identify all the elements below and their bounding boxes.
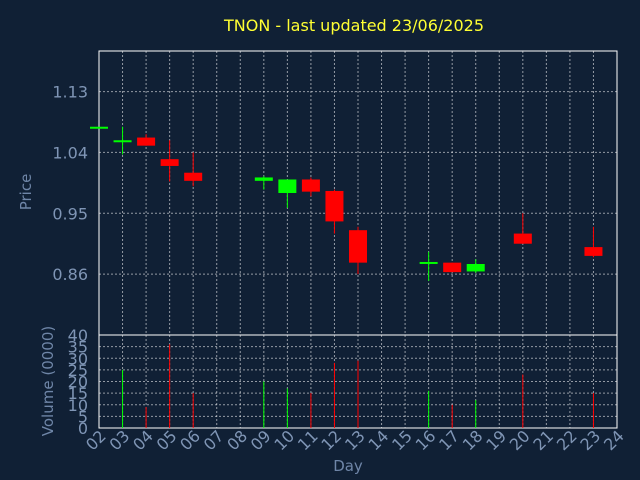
x-axis-label: Day	[333, 457, 363, 475]
price-axis: 0.86 0.95 1.04 1.13	[52, 83, 88, 285]
volume-tick-label: 40	[68, 326, 88, 345]
candle-body-02	[90, 126, 108, 129]
candle-body-04	[137, 137, 156, 146]
price-tick-label: 1.13	[52, 83, 88, 102]
candle-body-05	[160, 159, 179, 166]
chart-title: TNON - last updated 23/06/2025	[223, 16, 484, 35]
price-tick-label: 0.95	[52, 204, 88, 223]
volume-bars	[122, 344, 594, 428]
volume-axis-label: Volume (0000)	[39, 326, 57, 436]
volume-tick-label: 0	[78, 419, 88, 438]
volume-tick-label: 35	[68, 338, 88, 357]
volume-tick-label: 25	[68, 361, 88, 380]
price-tick-label: 0.86	[52, 265, 88, 284]
x-tick-label: 24	[600, 426, 628, 454]
candle-body-06	[184, 172, 203, 181]
candle-body-16	[419, 261, 438, 264]
candle-body-09	[254, 177, 273, 181]
volume-tick-label: 15	[68, 384, 88, 403]
x-axis: 0203040506070809101112131415161718192021…	[82, 426, 628, 454]
price-candles	[90, 126, 603, 281]
volume-tick-label: 20	[68, 373, 88, 392]
volume-tick-label: 10	[68, 396, 88, 415]
candle-body-13	[349, 230, 367, 263]
candle-body-18	[466, 264, 485, 272]
volume-tick-label: 5	[78, 407, 88, 426]
candle-body-12	[325, 190, 344, 222]
candle-body-10	[278, 179, 297, 193]
candle-body-17	[443, 262, 462, 273]
price-axis-label: Price	[17, 174, 35, 211]
candle-body-23	[584, 247, 603, 256]
candle-body-11	[301, 179, 320, 192]
volume-tick-label: 30	[68, 349, 88, 368]
candle-body-03	[113, 140, 132, 143]
price-tick-label: 1.04	[52, 143, 88, 162]
candle-body-20	[513, 233, 532, 244]
